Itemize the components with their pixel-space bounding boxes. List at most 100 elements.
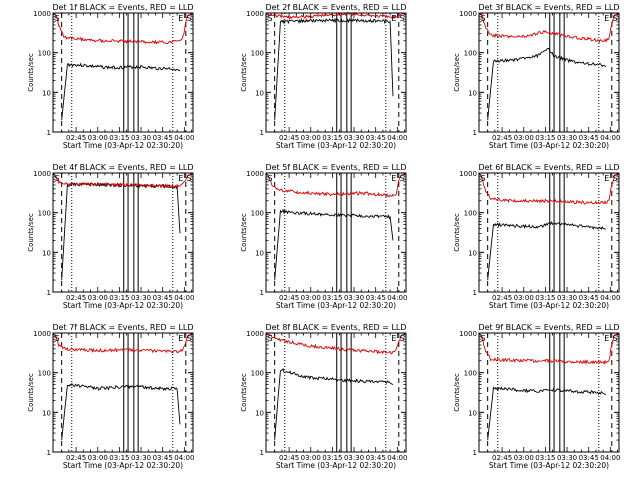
x-tick-label: 04:00 <box>600 294 620 302</box>
y-tick-label: 100 <box>251 370 264 378</box>
events-series-line <box>61 181 181 281</box>
chart-panel-2: Det 2f BLACK = Events, RED = LLD 1 10 100 10… <box>240 3 407 150</box>
lld-series-line <box>478 172 620 205</box>
x-axis-label: Start Time (03-Apr-12 02:30:20) <box>276 461 396 470</box>
x-tick-label: 03:15 <box>322 294 342 302</box>
y-tick-label: 1 <box>260 289 264 297</box>
corner-label: E <box>391 334 396 343</box>
x-axis-label: Start Time (03-Apr-12 02:30:20) <box>63 301 183 310</box>
corner-label: S <box>399 174 404 183</box>
x-tick-label: 03:30 <box>344 134 364 142</box>
y-tick-label: 1 <box>260 129 264 137</box>
plot-frame <box>478 172 620 293</box>
x-axis-label: Start Time (03-Apr-12 02:30:20) <box>63 141 183 150</box>
y-axis-label: Counts/sec <box>27 213 35 252</box>
plot-frame <box>265 332 407 453</box>
x-tick-label: 02:45 <box>279 294 299 302</box>
x-tick-label: 04:00 <box>174 294 194 302</box>
x-tick-label: 03:45 <box>153 134 173 142</box>
corner-label: E <box>604 174 609 183</box>
x-axis-label: Start Time (03-Apr-12 02:30:20) <box>489 301 609 310</box>
chart-title: Det 5f BLACK = Events, RED = LLD <box>265 163 406 172</box>
y-tick-label: 1000 <box>459 170 477 178</box>
x-tick-label: 03:00 <box>514 294 534 302</box>
x-axis-label: Start Time (03-Apr-12 02:30:20) <box>489 461 609 470</box>
x-tick-label: 03:00 <box>88 294 108 302</box>
corner-label: S <box>54 14 59 23</box>
x-tick-label: 04:00 <box>387 294 407 302</box>
events-series-line <box>274 17 394 121</box>
y-tick-label: 10 <box>255 89 264 97</box>
y-tick-label: 100 <box>251 50 264 58</box>
corner-label: S <box>480 14 485 23</box>
y-tick-label: 1000 <box>246 330 264 338</box>
chart-panel-7: Det 7f BLACK = Events, RED = LLD 1 10 100 10… <box>27 323 194 470</box>
chart-panel-9: Det 9f BLACK = Events, RED = LLD 1 10 100 10… <box>453 323 620 470</box>
x-tick-label: 02:45 <box>279 454 299 462</box>
x-tick-label: 03:45 <box>153 454 173 462</box>
chart-panel-4: Det 4f BLACK = Events, RED = LLD 1 10 100 10… <box>27 163 194 310</box>
lld-series-line <box>265 11 407 20</box>
x-tick-label: 03:30 <box>344 294 364 302</box>
x-tick-label: 03:00 <box>301 134 321 142</box>
x-axis-label: Start Time (03-Apr-12 02:30:20) <box>276 301 396 310</box>
lld-series-line <box>478 332 620 366</box>
x-tick-label: 04:00 <box>174 134 194 142</box>
y-axis-label: Counts/sec <box>240 53 248 92</box>
y-axis-label: Counts/sec <box>27 373 35 412</box>
y-tick-label: 1000 <box>459 10 477 18</box>
plot-frame <box>265 12 407 133</box>
corner-label: E <box>178 174 183 183</box>
chart-title: Det 2f BLACK = Events, RED = LLD <box>265 3 406 12</box>
events-series-line <box>61 382 181 441</box>
y-tick-label: 1000 <box>246 170 264 178</box>
chart-title: Det 8f BLACK = Events, RED = LLD <box>265 323 406 332</box>
y-tick-label: 1 <box>473 289 477 297</box>
y-tick-label: 1000 <box>459 330 477 338</box>
y-tick-label: 1 <box>47 289 51 297</box>
lld-series-line <box>52 12 194 45</box>
chart-title: Det 6f BLACK = Events, RED = LLD <box>478 163 619 172</box>
y-tick-label: 10 <box>42 249 51 257</box>
events-series-line <box>487 386 607 441</box>
x-tick-label: 03:45 <box>366 454 386 462</box>
x-axis-label: Start Time (03-Apr-12 02:30:20) <box>489 141 609 150</box>
x-tick-label: 03:30 <box>557 294 577 302</box>
chart-panel-6: Det 6f BLACK = Events, RED = LLD 1 10 100 10… <box>453 163 620 310</box>
x-tick-label: 03:30 <box>131 454 151 462</box>
y-tick-label: 1 <box>260 449 264 457</box>
x-tick-label: 03:00 <box>514 454 534 462</box>
y-tick-label: 10 <box>468 249 477 257</box>
x-tick-label: 03:30 <box>131 294 151 302</box>
y-tick-label: 10 <box>255 249 264 257</box>
x-axis-label: Start Time (03-Apr-12 02:30:20) <box>63 461 183 470</box>
y-tick-label: 1 <box>473 129 477 137</box>
x-tick-label: 03:45 <box>153 294 173 302</box>
corner-label: S <box>612 14 617 23</box>
y-tick-label: 100 <box>251 210 264 218</box>
plot-frame <box>52 172 194 293</box>
chart-title: Det 3f BLACK = Events, RED = LLD <box>478 3 619 12</box>
lld-series-line <box>265 332 407 355</box>
corner-label: S <box>186 334 191 343</box>
x-tick-label: 03:45 <box>579 294 599 302</box>
x-tick-label: 04:00 <box>600 454 620 462</box>
events-series-line <box>274 367 394 441</box>
chart-title: Det 7f BLACK = Events, RED = LLD <box>52 323 193 332</box>
lld-series-line <box>478 12 620 44</box>
corner-label: S <box>186 14 191 23</box>
y-tick-label: 1 <box>47 129 51 137</box>
y-tick-label: 100 <box>464 370 477 378</box>
x-tick-label: 03:30 <box>557 454 577 462</box>
y-tick-label: 10 <box>255 409 264 417</box>
y-axis-label: Counts/sec <box>453 373 461 412</box>
x-axis-label: Start Time (03-Apr-12 02:30:20) <box>276 141 396 150</box>
corner-label: S <box>399 14 404 23</box>
y-tick-label: 1000 <box>33 170 51 178</box>
corner-label: S <box>267 174 272 183</box>
x-tick-label: 03:30 <box>131 134 151 142</box>
events-series-line <box>61 62 181 121</box>
y-tick-label: 10 <box>468 409 477 417</box>
corner-label: S <box>267 14 272 23</box>
